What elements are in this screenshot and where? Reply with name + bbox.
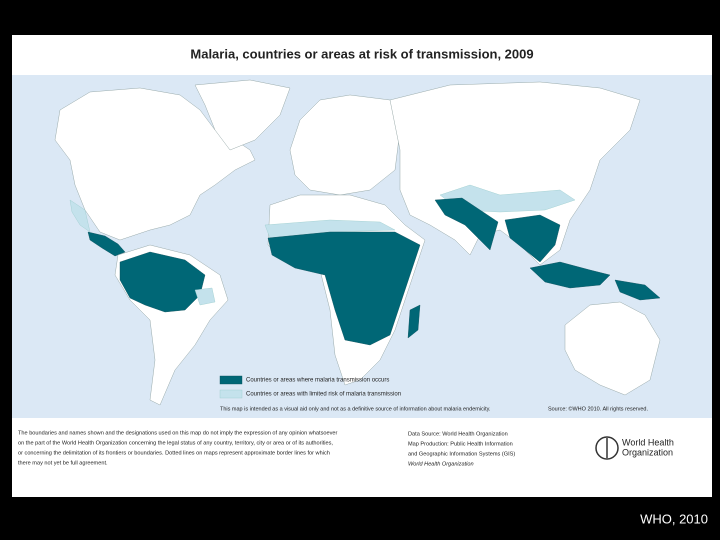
- data-source-line: Map Production: Public Health Informatio…: [408, 441, 513, 447]
- logo-emblem: [595, 436, 619, 460]
- caption: WHO, 2010: [640, 511, 708, 526]
- source: Source: ©WHO 2010. All rights reserved.: [548, 405, 649, 412]
- disclaimer-line: The boundaries and names shown and the d…: [18, 430, 337, 436]
- south-asia-risk: [434, 197, 499, 251]
- amazon-risk: [119, 251, 206, 313]
- title: Malaria, countries or areas at risk of t…: [190, 46, 533, 61]
- africa-risk: [267, 231, 421, 346]
- data-source-line: Data Source: World Health Organization: [408, 431, 508, 437]
- logo-text: World Health: [622, 437, 674, 447]
- greenland: [194, 79, 291, 151]
- legend-swatch-limited: [219, 389, 243, 399]
- mexico-limited: [69, 199, 91, 233]
- who-logo: World Health Organization: [595, 436, 674, 460]
- disclaimer: The boundaries and names shown and the d…: [18, 430, 337, 466]
- legend-label: Countries or areas where malaria transmi…: [246, 378, 389, 384]
- map: [54, 79, 661, 406]
- legend-swatch-risk: [219, 375, 243, 385]
- note: This map is intended as a visual aid onl…: [220, 406, 491, 412]
- logo-text: Organization: [622, 447, 673, 457]
- disclaimer-line: on the part of the World Health Organiza…: [18, 440, 333, 446]
- disclaimer-line: or concerning the delimitation of its fr…: [18, 450, 330, 456]
- north-america: [54, 87, 256, 241]
- central-america-risk: [87, 231, 126, 257]
- data-source-line: World Health Organization: [408, 461, 474, 467]
- indonesia-risk: [529, 261, 611, 289]
- brazil-limited: [194, 287, 216, 306]
- europe: [289, 94, 401, 196]
- australia: [564, 301, 661, 396]
- data-source-line: and Geographic Information Systems (GIS): [408, 451, 515, 457]
- asia: [389, 81, 641, 266]
- legend-label: Countries or areas with limited risk of …: [246, 392, 401, 398]
- new-guinea-risk: [614, 279, 661, 301]
- disclaimer-line: there may not yet be full agreement.: [18, 460, 108, 466]
- southeast-asia-risk: [504, 214, 561, 263]
- madagascar-risk: [407, 304, 421, 339]
